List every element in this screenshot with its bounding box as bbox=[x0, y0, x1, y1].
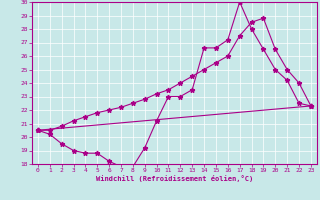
X-axis label: Windchill (Refroidissement éolien,°C): Windchill (Refroidissement éolien,°C) bbox=[96, 175, 253, 182]
